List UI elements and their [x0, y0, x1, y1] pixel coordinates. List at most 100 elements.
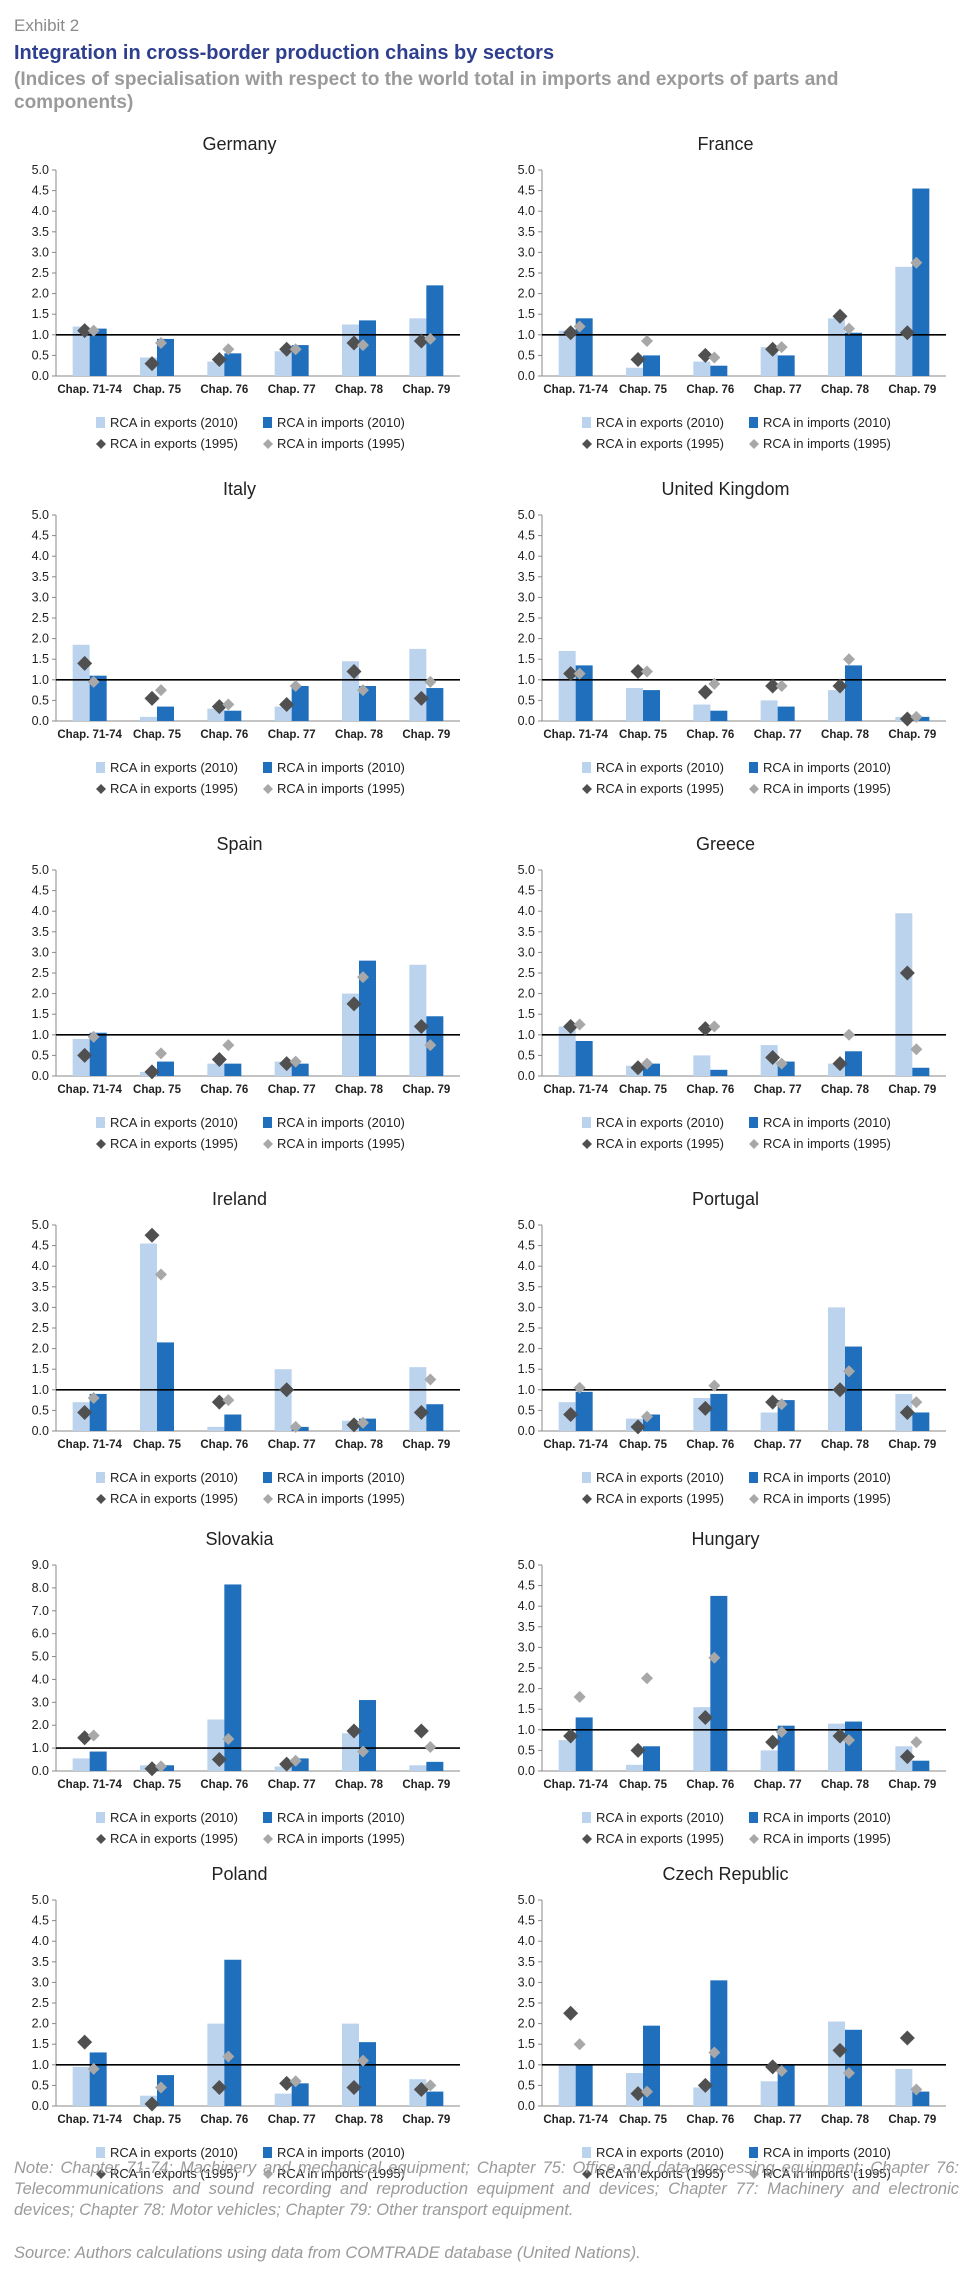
bar-imports-2010 [89, 1032, 107, 1076]
marker-exports-1995 [899, 965, 915, 981]
marker-exports-1995 [144, 1227, 160, 1243]
x-tick-label: Chap. 76 [200, 1779, 248, 1791]
x-tick-label: Chap. 76 [200, 1084, 248, 1096]
legend-imports-1995-swatch [749, 439, 759, 449]
marker-imports-1995 [775, 679, 788, 692]
x-tick-label: Chap. 76 [200, 2114, 248, 2126]
y-tick-label: 1.5 [518, 1702, 535, 1716]
legend-exports-2010-swatch [582, 2147, 591, 2158]
marker-exports-1995 [144, 356, 160, 372]
marker-exports-1995 [77, 1047, 93, 1063]
y-tick-label: 1.5 [32, 652, 49, 666]
chart-title: France [697, 134, 753, 154]
y-tick-label: 3.0 [32, 1300, 49, 1314]
y-tick-label: 4.5 [32, 1914, 49, 1928]
page-title: Integration in cross-border production c… [14, 42, 555, 64]
y-tick-label: 5.0 [518, 163, 535, 177]
y-tick-label: 4.5 [32, 184, 49, 198]
marker-exports-1995 [346, 664, 362, 680]
bar-imports-2010 [359, 1700, 376, 1771]
bar-exports-2010 [558, 1740, 576, 1771]
y-tick-label: 4.5 [32, 884, 49, 898]
y-tick-label: 5.0 [518, 863, 535, 877]
marker-imports-1995 [708, 1651, 721, 1664]
bar-imports-2010 [710, 710, 728, 721]
marker-exports-1995 [697, 2077, 713, 2093]
y-tick-label: 1.5 [518, 1362, 535, 1376]
x-tick-label: Chap. 79 [402, 729, 450, 741]
legend-exports-2010: RCA in exports (2010) [596, 415, 724, 430]
marker-imports-1995 [910, 1043, 923, 1056]
bar-exports-2010 [760, 700, 778, 721]
legend-exports-1995: RCA in exports (1995) [110, 1136, 238, 1151]
bar-imports-2010 [426, 1761, 444, 1771]
y-tick-label: 1.5 [518, 652, 535, 666]
chart-poland: Poland 0.0 0.5 1.0 1.5 2.0 2.5 3.0 3.5 4.0 4.5 5.0 C… [32, 1864, 460, 2181]
legend-exports-2010: RCA in exports (2010) [110, 415, 238, 430]
x-tick-label: Chap. 71-74 [57, 384, 122, 396]
bar-exports-2010 [274, 351, 292, 376]
marker-imports-1995 [222, 1732, 235, 1745]
legend-imports-1995: RCA in imports (1995) [763, 1136, 891, 1151]
legend-imports-2010: RCA in imports (2010) [277, 1810, 405, 1825]
chart-title: Portugal [692, 1189, 759, 1209]
legend-exports-1995-swatch [96, 1834, 106, 1844]
bar-exports-2010 [409, 1367, 427, 1431]
marker-imports-1995 [573, 1018, 586, 1031]
y-tick-label: 3.0 [518, 945, 535, 959]
bar-imports-2010 [845, 665, 862, 721]
marker-imports-1995 [573, 320, 586, 333]
legend-exports-2010: RCA in exports (2010) [110, 1115, 238, 1130]
y-tick-label: 2.0 [32, 987, 49, 1001]
bar-imports-2010 [575, 2064, 593, 2106]
y-tick-label: 0.5 [32, 1048, 49, 1062]
y-tick-label: 3.5 [518, 1620, 535, 1634]
legend-exports-1995: RCA in exports (1995) [596, 2166, 724, 2181]
bar-imports-2010 [845, 332, 862, 376]
x-tick-label: Chap. 79 [402, 2114, 450, 2126]
legend-imports-1995: RCA in imports (1995) [277, 781, 405, 796]
y-tick-label: 0.0 [518, 1764, 535, 1778]
legend-exports-1995-swatch [582, 1494, 592, 1504]
marker-imports-1995 [424, 1740, 437, 1753]
marker-exports-1995 [346, 2079, 362, 2095]
x-tick-label: Chap. 77 [268, 1779, 316, 1791]
legend-imports-2010: RCA in imports (2010) [763, 415, 891, 430]
y-tick-label: 0.5 [518, 1743, 535, 1757]
y-tick-label: 3.0 [32, 245, 49, 259]
marker-imports-1995 [708, 2046, 721, 2059]
marker-imports-1995 [222, 698, 235, 711]
marker-exports-1995 [346, 1723, 362, 1739]
marker-exports-1995 [832, 308, 848, 324]
legend-imports-1995-swatch [263, 2169, 273, 2179]
bar-imports-2010 [224, 1584, 242, 1771]
bar-imports-2010 [710, 1980, 728, 2106]
y-tick-label: 3.0 [32, 945, 49, 959]
y-tick-label: 9.0 [32, 1558, 49, 1572]
y-tick-label: 3.5 [32, 225, 49, 239]
bar-exports-2010 [828, 318, 845, 376]
bar-imports-2010 [710, 365, 728, 376]
marker-imports-1995 [775, 1725, 788, 1738]
marker-imports-1995 [424, 1039, 437, 1052]
x-tick-label: Chap. 76 [200, 384, 248, 396]
bar-imports-2010 [224, 1959, 242, 2106]
marker-imports-1995 [155, 684, 167, 697]
legend-imports-2010-swatch [263, 762, 272, 773]
marker-imports-1995 [87, 1030, 100, 1043]
y-tick-label: 2.0 [518, 2017, 535, 2031]
marker-imports-1995 [357, 684, 369, 697]
marker-imports-1995 [222, 1394, 235, 1407]
marker-imports-1995 [424, 332, 437, 345]
x-tick-label: Chap. 78 [821, 2114, 870, 2126]
marker-imports-1995 [87, 675, 100, 688]
y-tick-label: 0.5 [518, 1048, 535, 1062]
marker-exports-1995 [765, 1394, 781, 1410]
marker-imports-1995 [641, 1672, 653, 1685]
marker-imports-1995 [573, 667, 586, 680]
legend-imports-1995-swatch [263, 1834, 273, 1844]
marker-exports-1995 [899, 1404, 915, 1420]
legend-imports-2010-swatch [263, 2147, 272, 2158]
y-tick-label: 3.5 [518, 570, 535, 584]
bar-exports-2010 [760, 2081, 778, 2106]
